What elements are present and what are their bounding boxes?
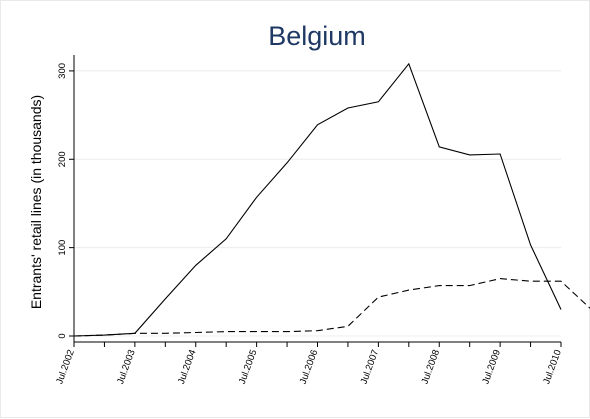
- y-tick-label: 100: [57, 240, 68, 256]
- y-tick-label: 300: [57, 63, 68, 79]
- y-tick-label: 200: [57, 151, 68, 167]
- x-tick-label: Jul.2008: [419, 348, 442, 386]
- x-tick-label: Jul.2010: [541, 348, 564, 386]
- x-tick-label: Jul.2006: [298, 348, 321, 386]
- x-tick-label: Jul.2004: [176, 348, 199, 386]
- y-axis-label: Entrants' retail lines (in thousands): [28, 95, 44, 309]
- x-tick-label: Jul.2009: [480, 348, 503, 386]
- x-tick-label: Jul.2002: [54, 348, 77, 386]
- y-tick-label: 0: [57, 333, 68, 338]
- series-line-1: [73, 62, 562, 337]
- chart-title: Belgium: [268, 21, 366, 51]
- series-lines: [73, 62, 590, 337]
- x-tick-label: Jul.2003: [115, 348, 138, 386]
- x-tick-label: Jul.2007: [359, 348, 382, 386]
- x-tick-label: Jul.2005: [237, 348, 260, 386]
- gridlines: [74, 70, 561, 337]
- series-line-2: [73, 278, 590, 337]
